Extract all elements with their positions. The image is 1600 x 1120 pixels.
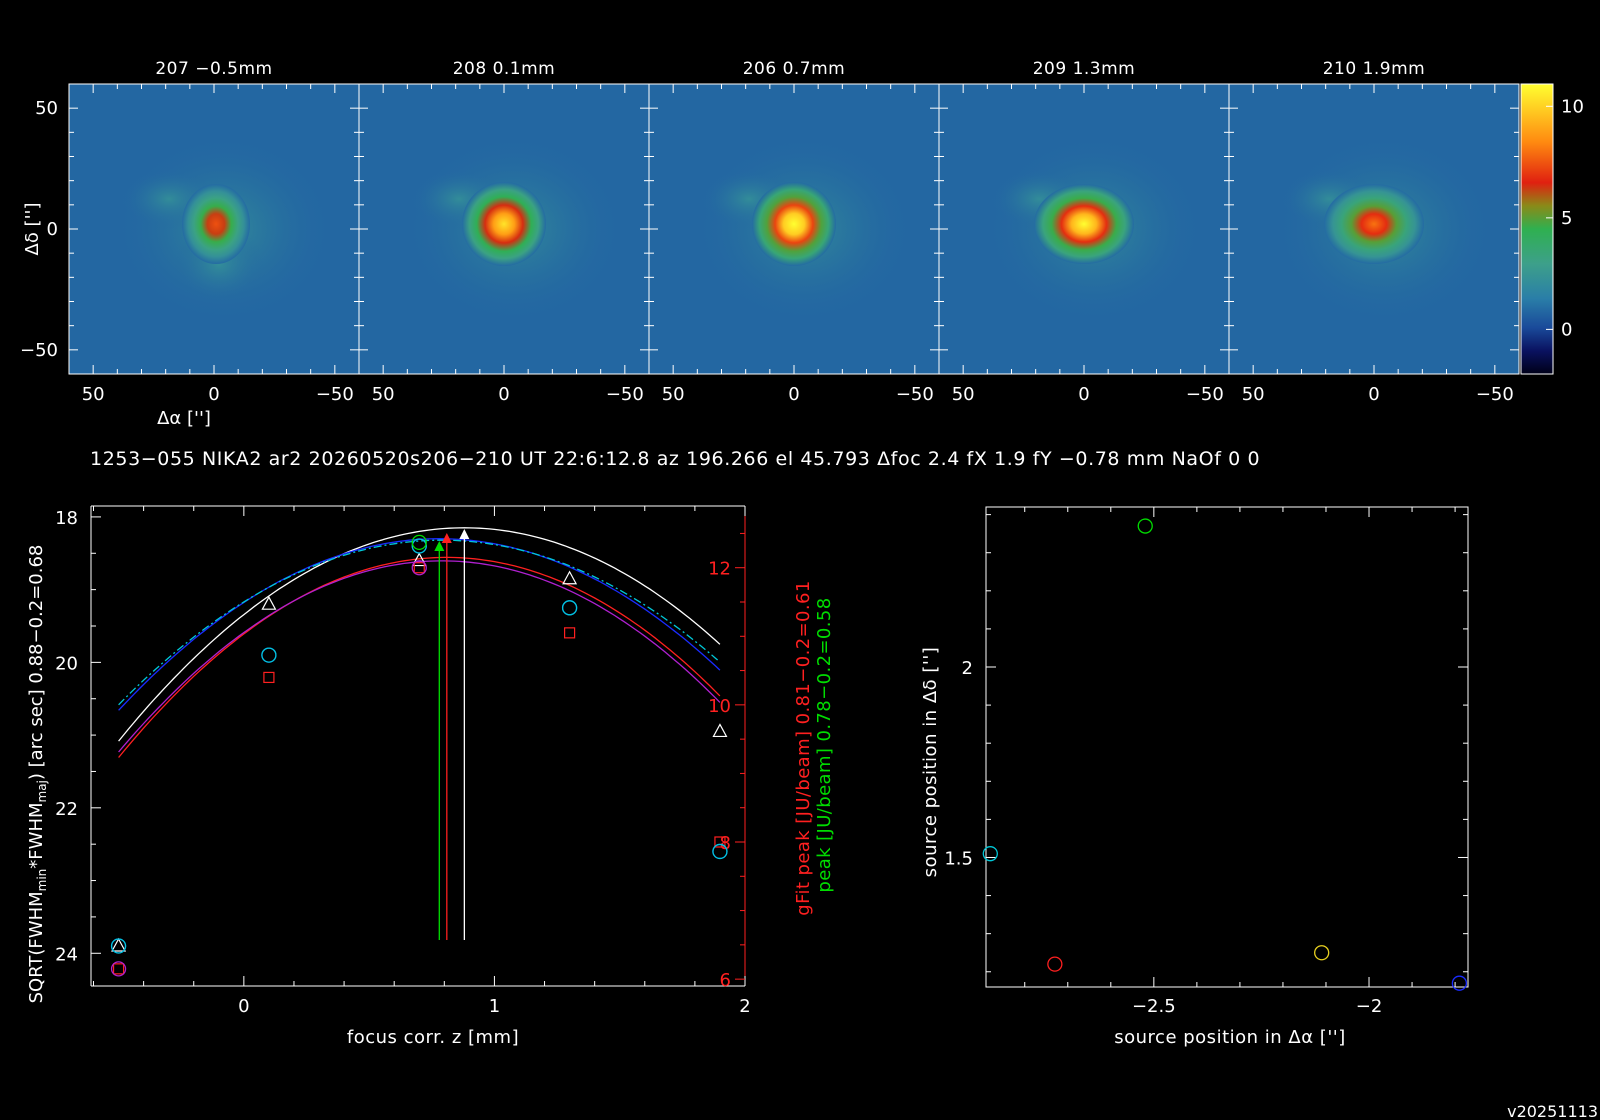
cyan-circle-marker — [561, 600, 578, 616]
magenta-circle-marker — [411, 560, 427, 576]
colorbar-gradient — [1521, 84, 1553, 374]
white-triangle-marker — [111, 937, 127, 952]
x-tick-label: 50 — [952, 384, 975, 405]
green-best-focus-arrowhead — [434, 541, 445, 551]
x-tick-label: 0 — [788, 384, 799, 405]
beam-map-panel: 206 0.7mm 50 0 −50 — [648, 59, 940, 405]
magenta-circle-marker — [110, 961, 127, 977]
y-tick-label: −50 — [20, 340, 58, 361]
map-title: 207 −0.5mm — [155, 59, 272, 79]
x-tick-label: 1 — [489, 996, 500, 1017]
red-square-marker — [563, 627, 576, 639]
map-title: 209 1.3mm — [1033, 59, 1136, 79]
cyan-fit-curve — [118, 539, 721, 706]
source-core — [462, 182, 546, 266]
y2-tick-label: 12 — [708, 559, 731, 580]
source-core — [182, 184, 250, 264]
x-tick-label: 0 — [498, 384, 509, 405]
white-triangle-marker — [712, 723, 728, 738]
x-axis-label: source position in Δα [''] — [1114, 1027, 1346, 1048]
x-tick-label: 0 — [1078, 384, 1089, 405]
x-tick-label: −2.5 — [1132, 996, 1176, 1017]
y-tick-label: 22 — [55, 799, 78, 820]
x-tick-label: 0 — [238, 996, 249, 1017]
cyan-position-point — [982, 846, 998, 862]
y-tick-label: 0 — [47, 219, 58, 240]
colorbar-tick-label: 10 — [1561, 96, 1584, 117]
y2-tick-label: 10 — [708, 696, 731, 717]
x-tick-label: 50 — [82, 384, 105, 405]
y-tick-label: 50 — [35, 98, 58, 119]
x-tick-label: −50 — [316, 384, 354, 405]
red-fit-curve — [118, 556, 721, 758]
magenta-fit-curve — [118, 560, 721, 753]
x-tick-label: 2 — [739, 996, 750, 1017]
colorbar-tick-label: 5 — [1561, 208, 1572, 229]
x-tick-label: −2 — [1356, 996, 1383, 1017]
scatter-frame — [985, 506, 1469, 988]
y-tick-label: 18 — [55, 508, 78, 529]
cyan-circle-marker — [411, 538, 427, 554]
white-best-focus-arrowhead — [459, 529, 470, 539]
white-triangle-marker — [411, 552, 427, 567]
yellow-position-point — [1314, 945, 1330, 961]
red-square-marker — [112, 963, 125, 975]
beam-map-panel: 209 1.3mm 50 0 −50 — [938, 59, 1230, 405]
cyan-circle-marker — [261, 647, 277, 663]
y-tick-label: 1.5 — [944, 848, 973, 869]
y-axis-label: Δδ [''] — [22, 203, 43, 256]
version-label: v20251113 — [1507, 1102, 1598, 1120]
colorbar-tick-label: 0 — [1561, 319, 1572, 340]
colorbar-frame — [1520, 83, 1554, 375]
y-axis-label: source position in Δδ [''] — [920, 647, 941, 878]
green-circle-marker — [411, 534, 427, 551]
source-core — [1034, 184, 1134, 264]
source-core — [1324, 184, 1424, 264]
beam-map-panel: 207 −0.5mm 50 0 −50 50 0 −50 Δα [''] Δδ [''] — [20, 59, 360, 429]
x-tick-label: −50 — [1186, 384, 1224, 405]
y-tick-label: 24 — [55, 944, 78, 965]
y-axis-label: SQRT(FWHMmin*FWHMmaj) [arc sec] 0.88−0.2… — [26, 545, 49, 1004]
y-tick-label: 2 — [962, 658, 973, 679]
x-tick-label: 0 — [1368, 384, 1379, 405]
y2-axis-label-red: gFit peak [JU/beam] 0.81−0.2=0.61 — [793, 580, 814, 915]
x-tick-label: 50 — [662, 384, 685, 405]
y2-axis-label-green: peak [JU/beam] 0.78−0.2=0.58 — [814, 597, 835, 892]
beam-map-panel: 208 0.1mm 50 0 −50 — [358, 59, 650, 405]
x-tick-label: 50 — [1242, 384, 1265, 405]
red-best-focus-arrowhead — [441, 533, 452, 543]
red-square-marker — [714, 836, 726, 848]
y-tick-label: 20 — [55, 653, 78, 674]
beam-map-panels: 207 −0.5mm 50 0 −50 50 0 −50 Δα [''] Δδ [''] 208 … — [20, 59, 1520, 429]
map-title: 208 0.1mm — [453, 59, 556, 79]
colorbar: 10 5 0 — [1520, 83, 1584, 375]
source-position-plot: −2.5 −2 2 1.5 source position in Δα [''] sour… — [920, 506, 1469, 1048]
red-square-marker — [413, 562, 425, 574]
white-triangle-marker — [261, 595, 277, 610]
beam-map-panel: 210 1.9mm 50 0 −50 — [1228, 59, 1520, 405]
white-fit-curve — [118, 527, 721, 742]
x-tick-label: 50 — [372, 384, 395, 405]
x-tick-label: 0 — [208, 384, 219, 405]
cyan-circle-marker — [712, 843, 728, 860]
scan-info-line: 1253−055 NIKA2 ar2 20260520s206−210 UT 2… — [90, 448, 1260, 470]
x-tick-label: −50 — [606, 384, 644, 405]
cyan-circle-marker — [110, 938, 127, 954]
red-position-point — [1047, 956, 1063, 972]
x-axis-label: Δα [''] — [157, 408, 211, 429]
y2-tick-label: 6 — [720, 970, 731, 991]
source-core — [752, 182, 836, 266]
map-title: 210 1.9mm — [1323, 59, 1426, 79]
blue-position-point — [1451, 975, 1468, 991]
x-tick-label: −50 — [896, 384, 934, 405]
white-triangle-marker — [562, 570, 578, 585]
green-position-point — [1137, 518, 1153, 534]
x-tick-label: −50 — [1476, 384, 1514, 405]
map-title: 206 0.7mm — [743, 59, 846, 79]
x-axis-label: focus corr. z [mm] — [347, 1027, 519, 1048]
red-square-marker — [263, 671, 275, 684]
